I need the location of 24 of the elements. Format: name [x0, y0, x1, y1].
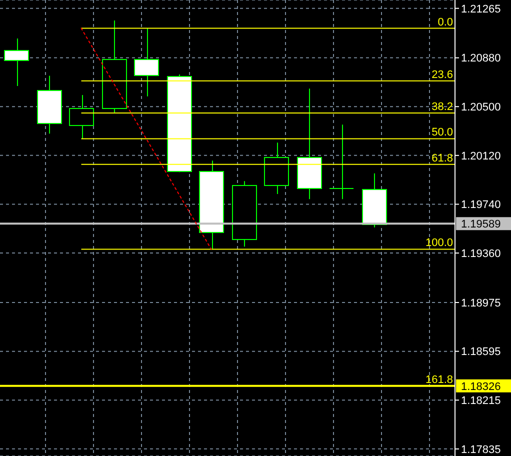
y-tick-label: 1.19360 [461, 248, 501, 260]
line-series [80, 28, 212, 250]
annotation: 23.6 [432, 68, 453, 81]
candlestick [69, 94, 94, 140]
annotation: 0.0 [438, 16, 453, 28]
annotation: 61.8 [432, 152, 453, 164]
annotation: 100.0 [425, 237, 453, 250]
y-tick-label: 1.20880 [461, 52, 501, 65]
y-tick-label: 1.20500 [461, 102, 501, 114]
y-tick-label: 1.18975 [461, 297, 501, 310]
y-tick-label: 1.17835 [461, 444, 501, 456]
y-tick-label: 1.18595 [461, 346, 501, 358]
y-tick-label: 1.18215 [461, 395, 501, 408]
annotation: 50.0 [432, 126, 453, 139]
ref-line-label: 1.19589 [461, 218, 501, 231]
annotation: 161.8 [425, 374, 453, 386]
candlestick [134, 28, 159, 97]
y-tick-label: 1.21265 [461, 3, 501, 16]
candlestick [329, 124, 354, 200]
y-tick-label: 1.20120 [461, 150, 501, 162]
y-tick-label: 1.19740 [461, 199, 501, 212]
annotation: 38.2 [432, 101, 453, 114]
candlestick [4, 38, 29, 87]
ref-line-label: 1.18326 [461, 380, 501, 393]
